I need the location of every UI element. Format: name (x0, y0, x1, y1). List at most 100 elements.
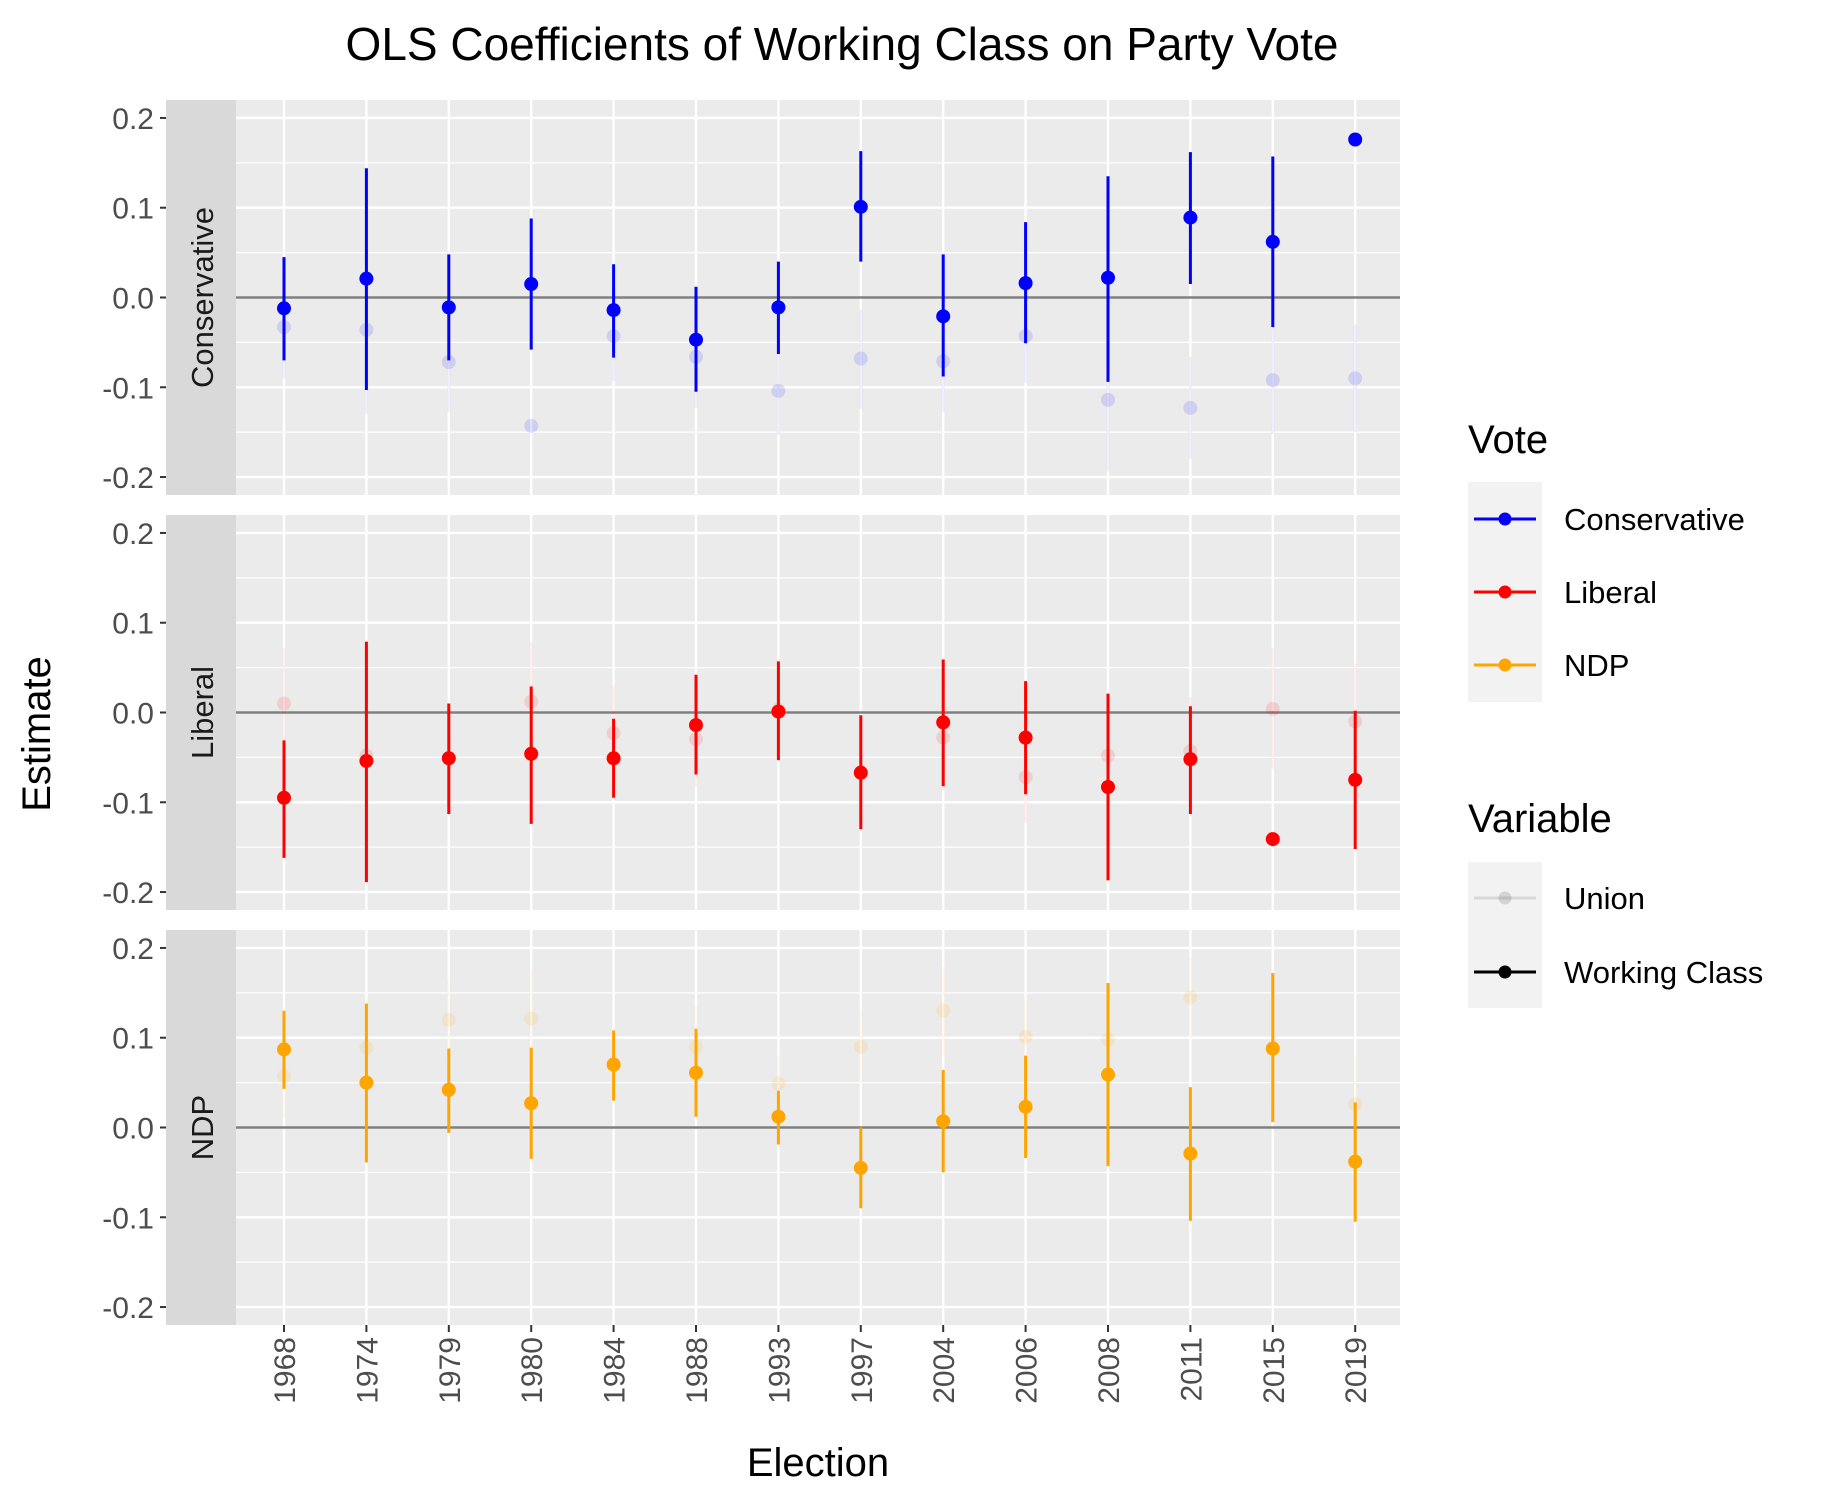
panel-conservative: Conservative -0.2 -0.1 0.0 0.1 0.2 (102, 100, 1400, 495)
x-tick-label: 2008 (1093, 1337, 1126, 1404)
point-2006 (1018, 730, 1033, 745)
x-tick-label: 2019 (1340, 1337, 1373, 1404)
legend-ndp-label: NDP (1564, 648, 1629, 683)
legend-liberal-label: Liberal (1564, 575, 1657, 610)
legend-working-class-point (1498, 965, 1512, 979)
point-2008 (1101, 780, 1115, 795)
x-axis-label: Election (747, 1441, 889, 1485)
point-1980 (524, 1096, 539, 1111)
y-axis-label: Estimate (15, 656, 59, 812)
point-1979 (441, 751, 456, 766)
point-2008 (1101, 270, 1115, 285)
panel-ndp: NDP -0.2 -0.1 0.0 0.1 0.2 (102, 930, 1400, 1325)
legend-entry-conservative: Conservative (1474, 502, 1745, 537)
point-2004 (936, 1003, 951, 1018)
x-tick-label: 2015 (1258, 1337, 1291, 1404)
point-2011 (1183, 752, 1198, 767)
point-2019 (1348, 772, 1363, 787)
x-tick-label: 1993 (763, 1337, 796, 1404)
series-conservative-working-class (277, 132, 1363, 392)
legend-vote: Vote Conservative Liberal NDP (1468, 418, 1745, 702)
point-2011 (1183, 990, 1198, 1005)
point-1997 (853, 1039, 868, 1054)
legend-entry-liberal: Liberal (1474, 575, 1657, 610)
point-1979 (441, 1012, 456, 1027)
point-2019 (1348, 371, 1363, 386)
legend-variable-key-background (1468, 862, 1542, 1008)
legend-variable-title: Variable (1468, 797, 1612, 841)
point-2019 (1348, 132, 1363, 147)
point-1993 (771, 1109, 786, 1124)
x-tick-label: 2006 (1011, 1337, 1044, 1404)
series-ndp-union (277, 956, 1363, 1150)
point-1984 (606, 751, 621, 766)
x-tick-label: 1984 (599, 1337, 632, 1404)
y-tick-label: 0.0 (112, 698, 154, 731)
y-tick-label: -0.2 (102, 462, 154, 495)
point-2006 (1018, 276, 1033, 291)
point-1993 (771, 383, 786, 398)
x-tick-label: 1988 (681, 1337, 714, 1404)
point-1988 (689, 1065, 703, 1080)
point-2006 (1018, 1099, 1033, 1114)
point-1997 (853, 199, 868, 214)
x-tick-label: 1979 (434, 1337, 467, 1404)
legend-union-label: Union (1564, 881, 1645, 916)
y-tick-label: -0.1 (102, 372, 154, 405)
point-1984 (606, 303, 621, 318)
x-tick-label: 2011 (1175, 1337, 1208, 1402)
point-2006 (1018, 1029, 1033, 1044)
point-2011 (1183, 1146, 1198, 1161)
y-tick-label: 0.0 (112, 1113, 154, 1146)
point-2011 (1183, 400, 1198, 415)
y-tick-label: 0.1 (112, 608, 154, 641)
point-1993 (771, 1076, 786, 1091)
panel-liberal: Liberal -0.2 -0.1 0.0 0.1 0.2 (102, 515, 1400, 910)
legend-working-class-label: Working Class (1564, 955, 1763, 990)
legend-ndp-point (1498, 658, 1512, 672)
y-tick-label: 0.1 (112, 1023, 154, 1056)
y-tick-label: -0.1 (102, 1202, 154, 1235)
point-2008 (1101, 392, 1115, 407)
strip-label-ndp: NDP (185, 1095, 220, 1160)
point-1980 (524, 277, 539, 292)
strip-label-liberal: Liberal (185, 666, 220, 759)
point-1980 (524, 418, 539, 433)
chart-title: OLS Coefficients of Working Class on Par… (346, 18, 1339, 70)
point-1993 (771, 300, 786, 315)
strip-liberal (166, 515, 236, 910)
legend-conservative-label: Conservative (1564, 502, 1745, 537)
legend-entry-working-class: Working Class (1474, 955, 1763, 990)
legend-vote-title: Vote (1468, 418, 1548, 462)
x-tick-label: 1997 (846, 1337, 879, 1404)
y-tick-label: -0.1 (102, 787, 154, 820)
point-1968 (277, 1042, 291, 1057)
point-1988 (689, 332, 703, 347)
series-liberal-working-class (277, 641, 1363, 883)
y-tick-label: 0.1 (112, 193, 154, 226)
point-2004 (936, 309, 951, 324)
y-tick-label: 0.2 (112, 933, 154, 966)
point-1974 (359, 753, 374, 768)
point-1984 (606, 1057, 621, 1072)
y-tick-label: 0.0 (112, 283, 154, 316)
legend-entry-union: Union (1474, 881, 1645, 916)
point-2008 (1101, 1067, 1115, 1082)
point-1988 (689, 718, 703, 733)
strip-conservative (166, 100, 236, 495)
point-2004 (936, 1114, 951, 1129)
point-2015 (1265, 832, 1280, 847)
x-axis: 1968 1974 1979 1980 1984 1988 1993 1997 2004 2006… (269, 1325, 1373, 1404)
point-1968 (277, 696, 291, 711)
strip-label-conservative: Conservative (185, 207, 220, 388)
point-2015 (1265, 373, 1280, 388)
series-ndp-working-class (277, 973, 1363, 1222)
point-1997 (853, 351, 868, 366)
point-2004 (936, 715, 951, 730)
y-tick-label: 0.2 (112, 518, 154, 551)
point-1997 (853, 1160, 868, 1175)
point-1968 (277, 790, 291, 805)
y-tick-label: -0.2 (102, 877, 154, 910)
y-tick-label: -0.2 (102, 1292, 154, 1325)
